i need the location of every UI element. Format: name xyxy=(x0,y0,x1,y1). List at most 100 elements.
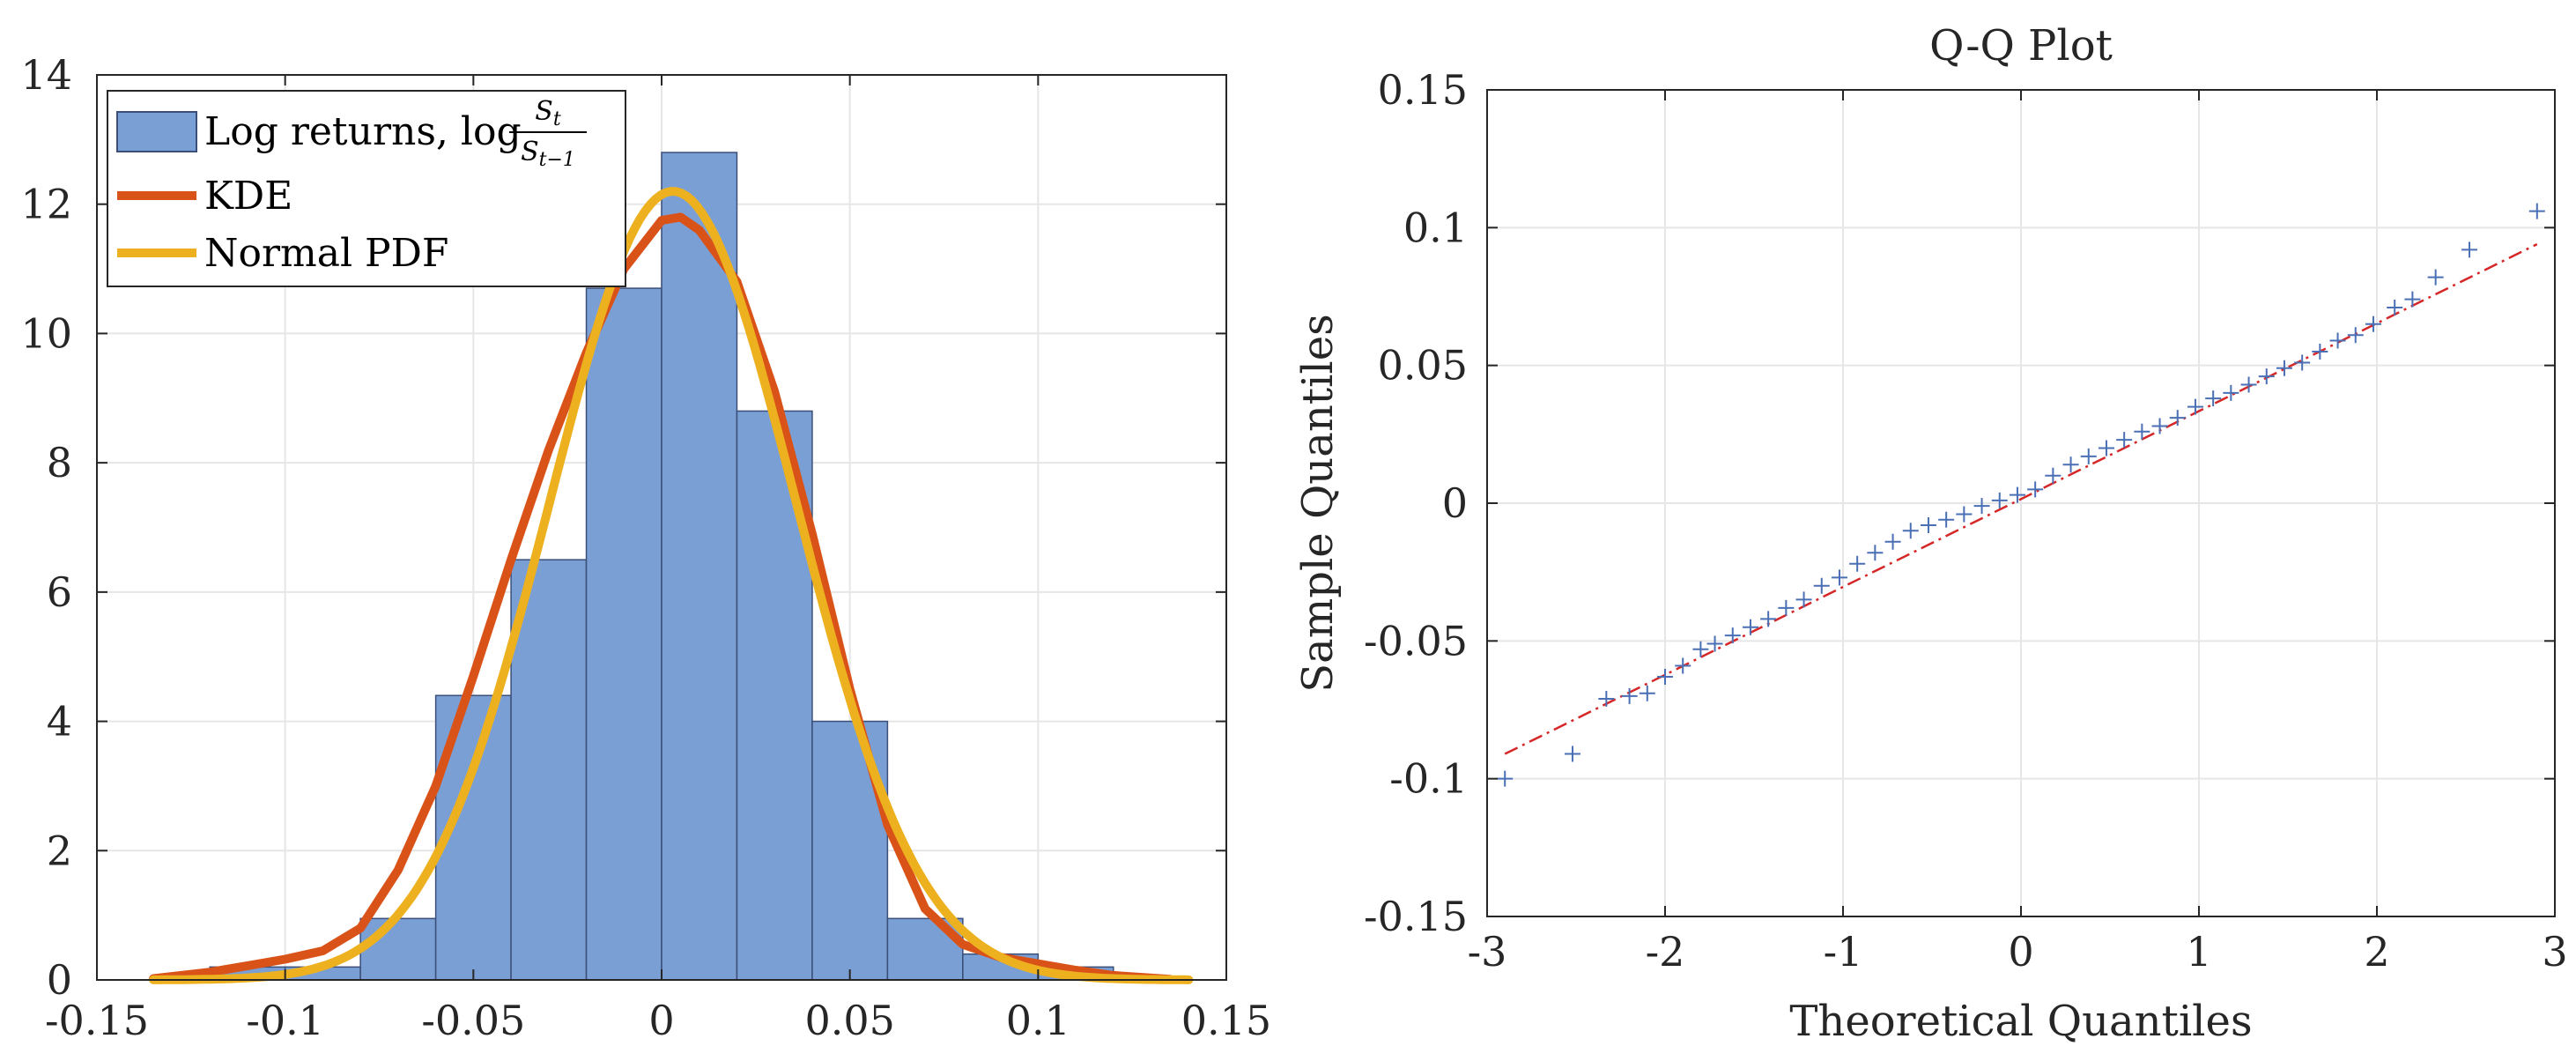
qq-data-point xyxy=(2223,384,2239,401)
fraction-numerator-symbol: S xyxy=(535,96,553,127)
hist-y-tick-label: 0 xyxy=(47,956,72,1004)
qq-data-point xyxy=(2116,432,2133,449)
qq-x-tick-label: 2 xyxy=(2364,928,2389,976)
qq-data-point xyxy=(1742,619,1758,635)
qq-data-point xyxy=(1938,511,1955,528)
qq-data-point xyxy=(1795,591,1812,608)
histogram-bar xyxy=(510,559,588,981)
qq-data-point xyxy=(1724,627,1741,644)
qq-data-point xyxy=(2027,481,2044,498)
histogram-bar xyxy=(585,287,663,981)
qq-data-point xyxy=(1639,685,1655,701)
qq-y-tick-label: 0.1 xyxy=(1403,204,1468,251)
fraction-numerator-subscript: t xyxy=(553,108,561,130)
hist-y-tick-label: 4 xyxy=(47,698,72,746)
hist-x-tick-label: 0.05 xyxy=(804,997,894,1044)
qq-plot-panel: -3 -2 -1 0 1 2 3 -0.15 -0.1 -0.05 0 0.05 0.1 0.15 Q-Q … xyxy=(1293,21,2568,1046)
qq-data-point xyxy=(1760,611,1777,627)
hist-y-tick-label: 8 xyxy=(47,439,72,486)
qq-data-point xyxy=(2205,390,2222,407)
qq-data-point xyxy=(1849,555,1866,572)
qq-y-axis-label: Sample Quantiles xyxy=(1293,314,1343,693)
qq-x-tick-label: 3 xyxy=(2542,928,2567,976)
hist-y-tick-label: 10 xyxy=(20,309,72,357)
hist-y-tick-label: 6 xyxy=(47,568,72,616)
histogram-bar xyxy=(811,720,889,981)
qq-data-point xyxy=(1813,577,1830,594)
qq-data-point xyxy=(1902,523,1919,539)
qq-x-tick-label: -1 xyxy=(1824,928,1863,976)
qq-data-point xyxy=(2294,354,2311,371)
qq-data-point xyxy=(1956,506,1973,523)
legend-fraction-numerator: St xyxy=(535,96,561,130)
hist-y-tick-label: 14 xyxy=(20,51,72,99)
qq-data-point xyxy=(1657,668,1673,685)
qq-data-point xyxy=(2427,269,2444,286)
qq-data-point xyxy=(2240,376,2257,393)
qq-data-point xyxy=(2312,344,2328,360)
legend-histogram-swatch xyxy=(116,111,197,152)
qq-data-point xyxy=(1867,545,1884,561)
fraction-denominator-symbol: S xyxy=(521,137,539,167)
qq-data-point xyxy=(2151,418,2168,434)
qq-y-tick-label: 0.15 xyxy=(1378,66,1468,114)
qq-data-point xyxy=(1621,687,1638,704)
qq-data-point xyxy=(2045,467,2062,484)
qq-data-point xyxy=(1598,690,1615,707)
histogram-panel: -0.15 -0.1 -0.05 0 0.05 0.1 0.15 0 2 4 6 8 10 12 14 Log… xyxy=(20,51,1271,1044)
qq-y-tick-label: 0 xyxy=(1442,479,1468,527)
legend-normal-pdf-label: Normal PDF xyxy=(204,231,448,276)
qq-x-tick-label: -2 xyxy=(1646,928,1685,976)
qq-data-point xyxy=(1706,635,1723,652)
qq-data-point xyxy=(2134,423,2150,440)
legend-fraction-denominator: St−1 xyxy=(521,137,575,171)
qq-y-tick-label: 0.05 xyxy=(1378,342,1468,390)
qq-data-point xyxy=(2347,327,2364,344)
qq-y-tick-label: -0.15 xyxy=(1364,893,1468,940)
qq-data-point xyxy=(1497,770,1514,787)
legend-histogram-label: Log returns, log xyxy=(204,109,522,154)
qq-x-tick-label: 0 xyxy=(2008,928,2033,976)
legend-kde-label: KDE xyxy=(204,174,292,219)
qq-data-point xyxy=(2187,398,2203,415)
qq-y-tick-label: -0.05 xyxy=(1364,617,1468,664)
qq-reference-line xyxy=(1504,242,2538,755)
qq-plot-title: Q-Q Plot xyxy=(1929,21,2113,70)
hist-x-tick-label: 0.15 xyxy=(1181,997,1271,1044)
qq-data-point xyxy=(1991,492,2008,508)
hist-x-tick-label: -0.1 xyxy=(246,997,324,1044)
qq-data-point xyxy=(2329,332,2346,349)
qq-data-point xyxy=(1692,641,1709,657)
qq-data-point xyxy=(2528,203,2545,219)
qq-data-point xyxy=(1831,569,1847,586)
qq-data-point xyxy=(2169,410,2186,427)
qq-data-point xyxy=(2276,360,2292,376)
qq-data-point xyxy=(2461,241,2478,258)
qq-data-point xyxy=(2387,300,2403,316)
qq-data-point xyxy=(1564,746,1580,762)
qq-data-point xyxy=(2098,440,2114,456)
qq-data-point xyxy=(1675,657,1691,674)
qq-data-point xyxy=(2404,291,2421,308)
qq-x-axis-label: Theoretical Quantiles xyxy=(1789,997,2252,1046)
normal-pdf-line xyxy=(149,187,1194,984)
hist-x-tick-label: -0.05 xyxy=(421,997,525,1044)
qq-data-point xyxy=(2365,315,2381,332)
hist-y-tick-label: 2 xyxy=(47,827,72,874)
fraction-denominator-subscript: t−1 xyxy=(539,149,575,171)
qq-data-point xyxy=(1884,533,1901,550)
histogram-bar xyxy=(359,917,437,981)
hist-y-tick-label: 12 xyxy=(20,181,72,228)
qq-data-point xyxy=(2062,456,2079,473)
hist-x-tick-label: 0 xyxy=(648,997,674,1044)
qq-x-tick-label: 1 xyxy=(2186,928,2211,976)
qq-data-point xyxy=(2080,448,2097,464)
qq-data-point xyxy=(2009,486,2025,503)
hist-x-tick-label: 0.1 xyxy=(1006,997,1070,1044)
histogram-bar xyxy=(661,152,738,981)
qq-grid xyxy=(1486,89,2556,917)
hist-x-tick-label: -0.15 xyxy=(45,997,149,1044)
qq-data-point xyxy=(1920,517,1936,534)
